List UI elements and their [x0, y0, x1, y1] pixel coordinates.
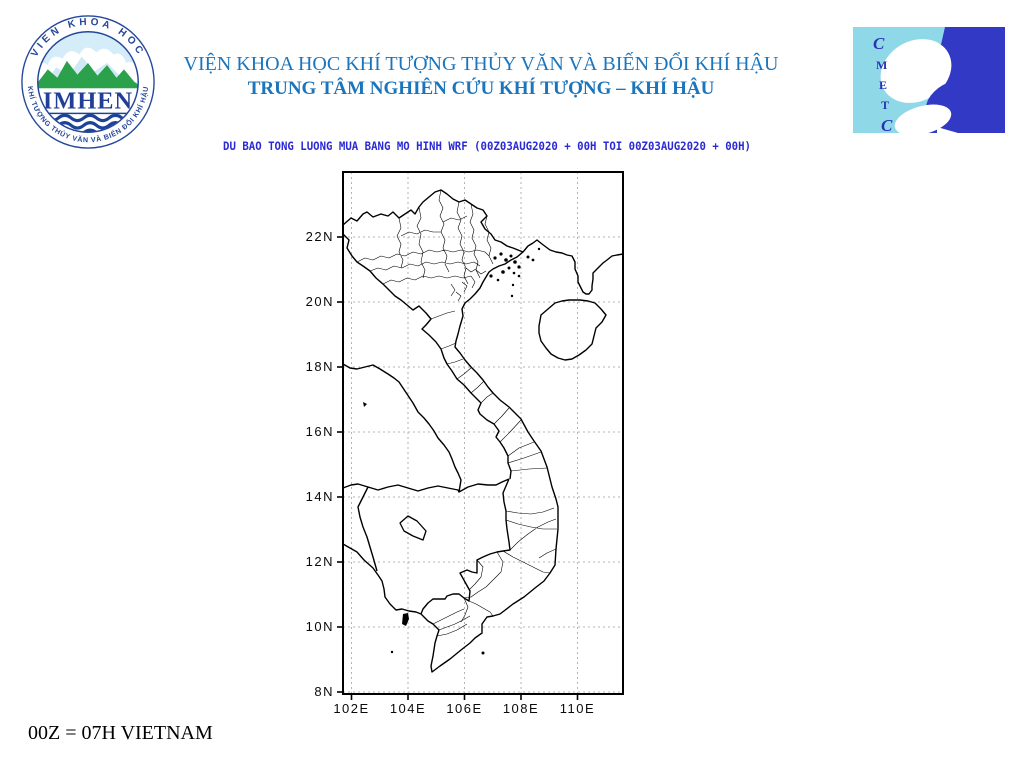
x-tick-label: 106E — [446, 701, 482, 716]
y-tick-label: 8N — [314, 684, 334, 699]
y-tick-label: 22N — [306, 229, 334, 244]
y-tick-label: 14N — [306, 489, 334, 504]
plot-title: DU BAO TONG LUONG MUA BANG MO HINH WRF (… — [223, 139, 751, 153]
x-tick-label: 102E — [333, 701, 369, 716]
map-canvas: 22N 20N 18N 16N 14N 12N 10N 8N 102E 104E… — [306, 171, 624, 716]
map-frame — [342, 171, 624, 695]
cmetc-letter-e: E — [879, 78, 887, 92]
map-lake-tonlesap — [399, 515, 427, 541]
timezone-note: 00Z = 07H VIETNAM — [28, 722, 213, 744]
imhen-center-text: IMHEN — [43, 87, 133, 114]
cmetc-letter-c2: C — [881, 116, 893, 133]
x-tick-label: 108E — [503, 701, 539, 716]
axis-ticks — [337, 236, 579, 700]
cmetc-letter-t: T — [881, 98, 889, 112]
cmetc-logo-icon: C M E T C — [853, 27, 1005, 133]
y-tick-label: 18N — [306, 359, 334, 374]
cmetc-letter-c1: C — [873, 34, 885, 53]
imhen-logo-icon: IMHEN VIEN KHOA HOC KHÍ TƯỢNG THỦY VĂN V… — [21, 15, 155, 149]
y-tick-label: 20N — [306, 294, 334, 309]
y-tick-label: 16N — [306, 424, 334, 439]
org-title-line2: TRUNG TÂM NGHIÊN CỨU KHÍ TƯỢNG – KHÍ HẬU — [247, 78, 715, 99]
x-axis-labels: 102E 104E 106E 108E 110E — [333, 701, 595, 716]
org-title-line1: VIỆN KHOA HỌC KHÍ TƯỢNG THỦY VĂN VÀ BIẾN… — [183, 53, 779, 75]
x-tick-label: 104E — [390, 701, 426, 716]
map-islands — [363, 247, 541, 655]
cmetc-letter-m: M — [876, 58, 887, 72]
imhen-mountains — [38, 60, 138, 89]
y-tick-label: 12N — [306, 554, 334, 569]
x-tick-label: 110E — [560, 701, 595, 716]
map-gridlines — [343, 172, 623, 694]
y-tick-label: 10N — [306, 619, 334, 634]
y-axis-labels: 22N 20N 18N 16N 14N 12N 10N 8N — [306, 229, 334, 699]
map-coastlines — [342, 189, 624, 673]
map-province-borders — [356, 189, 557, 637]
